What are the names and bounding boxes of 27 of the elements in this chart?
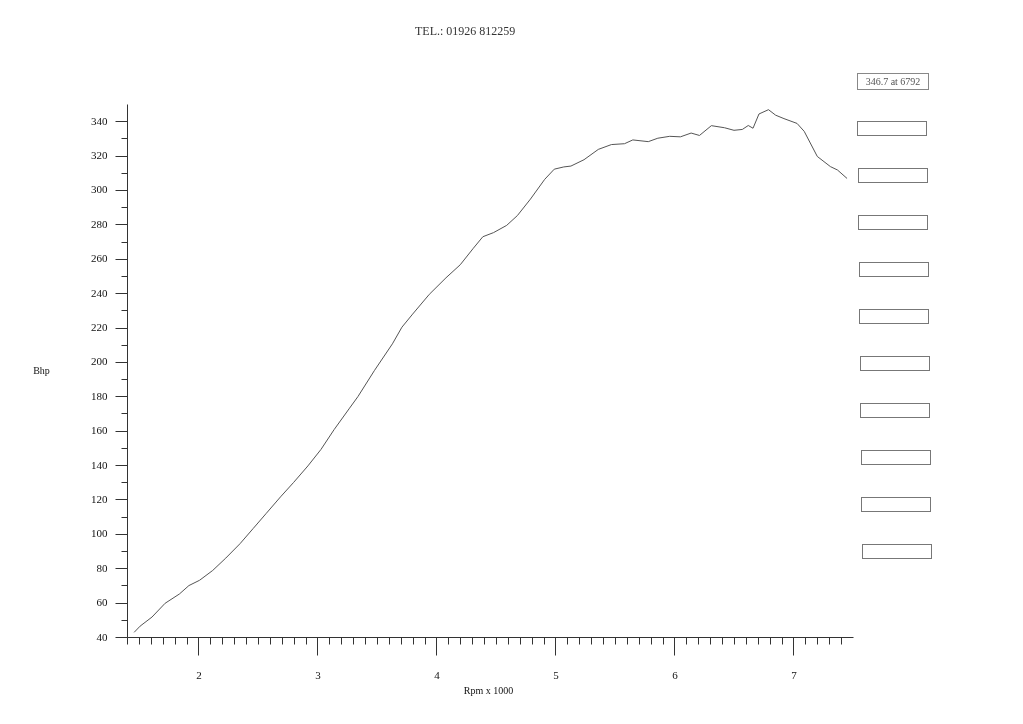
y-tick-label: 240: [91, 286, 108, 299]
y-tick-label: 140: [91, 458, 108, 471]
y-tick-label: 180: [91, 389, 108, 402]
y-tick-label: 80: [96, 561, 108, 574]
y-axis-title: Bhp: [33, 364, 50, 376]
text-box: 346.7 at 6792: [857, 73, 929, 90]
y-tick-label: 280: [91, 217, 108, 230]
x-tick-label: 4: [434, 668, 441, 681]
y-tick-label: 340: [91, 114, 108, 127]
x-tick-label: 3: [315, 668, 322, 681]
y-tick-label: 200: [91, 355, 108, 368]
x-axis-title: Rpm x 1000: [463, 684, 514, 696]
y-tick-label: 320: [91, 149, 108, 162]
x-tick-label: 7: [791, 668, 798, 681]
y-tick-label: 300: [91, 183, 108, 196]
x-tick-label: 5: [553, 668, 560, 681]
x-tick-label: 6: [672, 668, 679, 681]
y-tick-label: 160: [91, 424, 108, 437]
y-tick-label: 60: [96, 596, 108, 609]
chart-title: TEL.: 01926 812259: [415, 24, 516, 38]
y-tick-label: 120: [91, 492, 108, 505]
y-tick-label: 100: [91, 527, 108, 540]
x-tick-label: 2: [196, 668, 202, 681]
y-tick-label: 220: [91, 321, 108, 334]
line-series: [133, 109, 848, 633]
y-tick-label: 260: [91, 252, 108, 265]
y-tick-label: 40: [96, 630, 108, 643]
